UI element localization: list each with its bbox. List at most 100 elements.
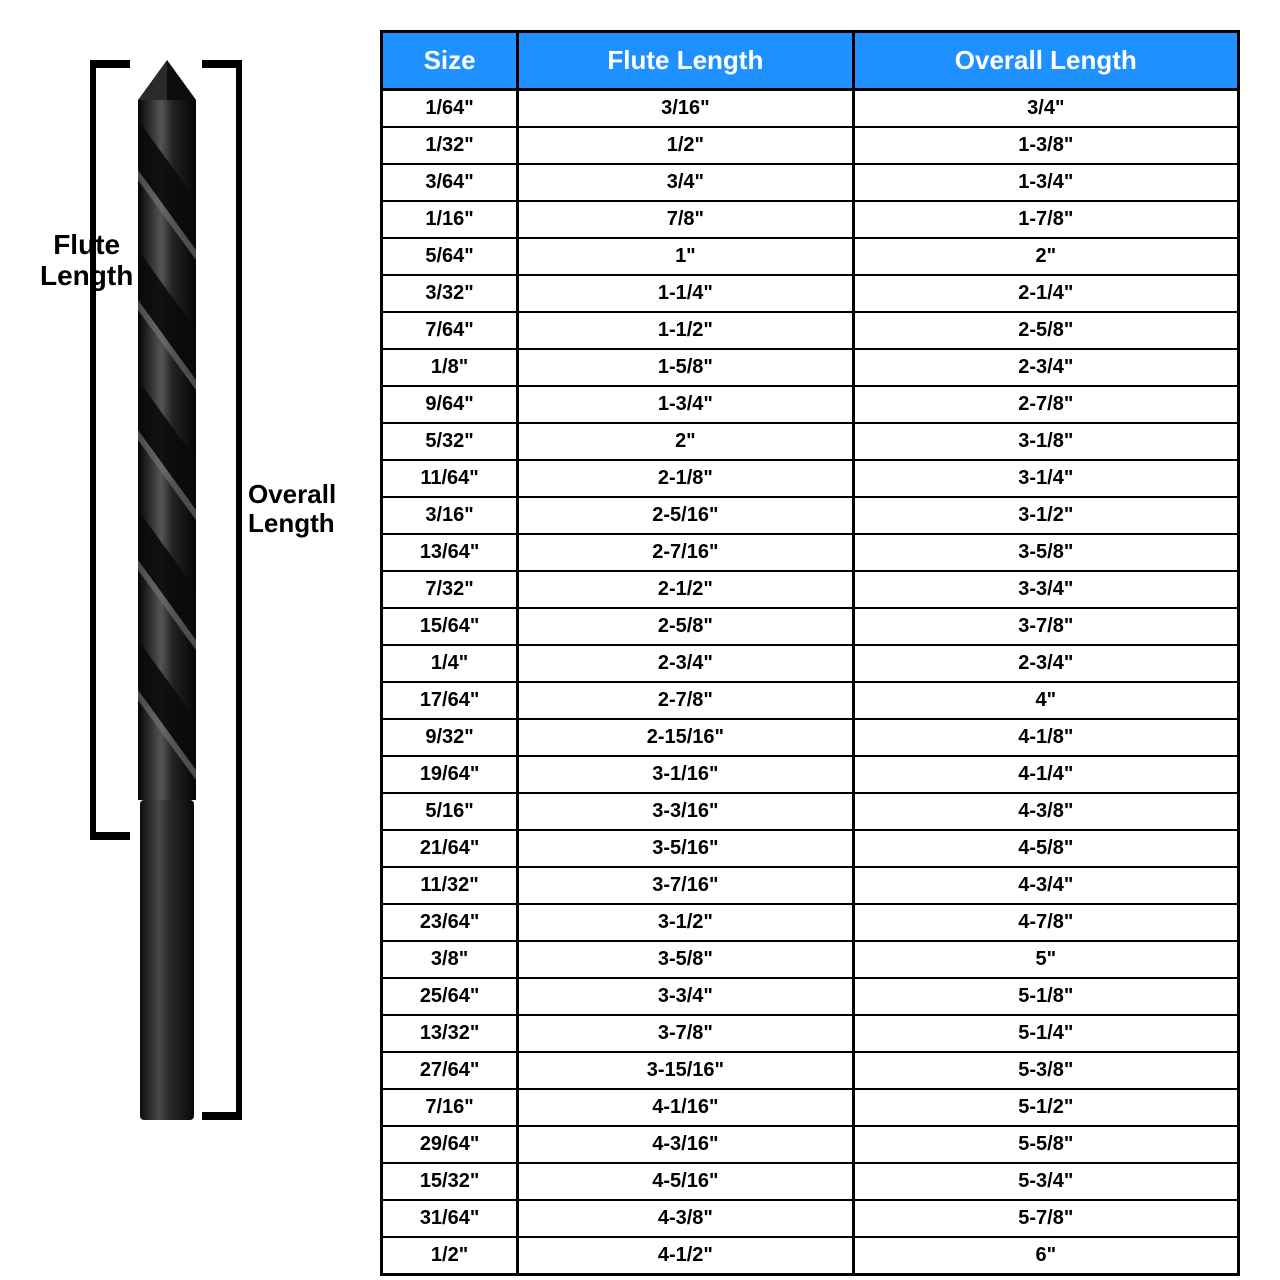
table-row: 9/64"1-3/4"2-7/8" [382, 386, 1239, 423]
table-cell: 3-1/2" [853, 497, 1238, 534]
table-row: 1/64"3/16"3/4" [382, 90, 1239, 128]
size-table-container: Size Flute Length Overall Length 1/64"3/… [380, 30, 1240, 1220]
table-cell: 2-5/8" [518, 608, 853, 645]
table-cell: 7/32" [382, 571, 518, 608]
table-cell: 2" [518, 423, 853, 460]
table-row: 31/64"4-3/8"5-7/8" [382, 1200, 1239, 1237]
table-cell: 3/8" [382, 941, 518, 978]
table-cell: 15/64" [382, 608, 518, 645]
table-cell: 5/32" [382, 423, 518, 460]
table-cell: 3/4" [518, 164, 853, 201]
table-cell: 13/64" [382, 534, 518, 571]
table-cell: 2-7/8" [853, 386, 1238, 423]
table-cell: 31/64" [382, 1200, 518, 1237]
table-row: 23/64"3-1/2"4-7/8" [382, 904, 1239, 941]
drill-bit-icon [128, 60, 206, 1120]
table-cell: 3-5/8" [518, 941, 853, 978]
table-cell: 21/64" [382, 830, 518, 867]
table-row: 19/64"3-1/16"4-1/4" [382, 756, 1239, 793]
table-cell: 1/32" [382, 127, 518, 164]
col-overall: Overall Length [853, 32, 1238, 90]
table-cell: 3/64" [382, 164, 518, 201]
table-cell: 3-1/4" [853, 460, 1238, 497]
table-cell: 2-3/4" [518, 645, 853, 682]
table-cell: 4-3/16" [518, 1126, 853, 1163]
table-row: 29/64"4-3/16"5-5/8" [382, 1126, 1239, 1163]
table-cell: 2-5/8" [853, 312, 1238, 349]
table-cell: 3/16" [382, 497, 518, 534]
table-cell: 1" [518, 238, 853, 275]
table-cell: 4-3/8" [518, 1200, 853, 1237]
table-row: 27/64"3-15/16"5-3/8" [382, 1052, 1239, 1089]
overall-bracket [236, 60, 242, 1120]
drill-size-table: Size Flute Length Overall Length 1/64"3/… [380, 30, 1240, 1276]
table-cell: 3-5/16" [518, 830, 853, 867]
table-cell: 5-3/8" [853, 1052, 1238, 1089]
table-cell: 5/16" [382, 793, 518, 830]
table-cell: 2-15/16" [518, 719, 853, 756]
flute-bracket [90, 60, 96, 840]
table-cell: 7/8" [518, 201, 853, 238]
col-flute: Flute Length [518, 32, 853, 90]
table-cell: 9/32" [382, 719, 518, 756]
table-cell: 4-5/8" [853, 830, 1238, 867]
table-cell: 5" [853, 941, 1238, 978]
table-row: 1/32"1/2"1-3/8" [382, 127, 1239, 164]
table-row: 13/64"2-7/16"3-5/8" [382, 534, 1239, 571]
table-cell: 1/64" [382, 90, 518, 128]
table-cell: 2-1/2" [518, 571, 853, 608]
table-row: 5/16"3-3/16"4-3/8" [382, 793, 1239, 830]
table-cell: 15/32" [382, 1163, 518, 1200]
table-cell: 2-7/8" [518, 682, 853, 719]
table-cell: 2-3/4" [853, 645, 1238, 682]
table-row: 3/64"3/4"1-3/4" [382, 164, 1239, 201]
table-cell: 1/4" [382, 645, 518, 682]
table-cell: 4-1/2" [518, 1237, 853, 1275]
table-cell: 3-1/8" [853, 423, 1238, 460]
table-cell: 4-3/4" [853, 867, 1238, 904]
table-cell: 1/2" [518, 127, 853, 164]
flute-length-label: FluteLength [40, 230, 133, 292]
table-cell: 3-7/16" [518, 867, 853, 904]
table-row: 15/32"4-5/16"5-3/4" [382, 1163, 1239, 1200]
table-header-row: Size Flute Length Overall Length [382, 32, 1239, 90]
table-cell: 2-7/16" [518, 534, 853, 571]
table-cell: 3-1/16" [518, 756, 853, 793]
table-row: 11/64"2-1/8"3-1/4" [382, 460, 1239, 497]
table-row: 17/64"2-7/8"4" [382, 682, 1239, 719]
overall-length-label: OverallLength [248, 480, 336, 537]
table-cell: 4-1/4" [853, 756, 1238, 793]
table-cell: 5-1/2" [853, 1089, 1238, 1126]
table-cell: 3/32" [382, 275, 518, 312]
table-row: 3/8"3-5/8"5" [382, 941, 1239, 978]
table-cell: 1-5/8" [518, 349, 853, 386]
table-cell: 1-1/4" [518, 275, 853, 312]
table-cell: 2-3/4" [853, 349, 1238, 386]
table-row: 5/32"2"3-1/8" [382, 423, 1239, 460]
table-row: 1/4"2-3/4"2-3/4" [382, 645, 1239, 682]
table-cell: 5-7/8" [853, 1200, 1238, 1237]
table-cell: 1/8" [382, 349, 518, 386]
table-cell: 4" [853, 682, 1238, 719]
table-row: 15/64"2-5/8"3-7/8" [382, 608, 1239, 645]
table-body: 1/64"3/16"3/4"1/32"1/2"1-3/8"3/64"3/4"1-… [382, 90, 1239, 1275]
table-cell: 2-1/4" [853, 275, 1238, 312]
table-cell: 5-1/8" [853, 978, 1238, 1015]
table-cell: 5-5/8" [853, 1126, 1238, 1163]
table-cell: 1-3/4" [518, 386, 853, 423]
table-cell: 5/64" [382, 238, 518, 275]
table-cell: 4-3/8" [853, 793, 1238, 830]
table-cell: 4-5/16" [518, 1163, 853, 1200]
table-cell: 7/64" [382, 312, 518, 349]
table-cell: 23/64" [382, 904, 518, 941]
table-row: 3/16"2-5/16"3-1/2" [382, 497, 1239, 534]
table-row: 9/32"2-15/16"4-1/8" [382, 719, 1239, 756]
table-cell: 7/16" [382, 1089, 518, 1126]
table-cell: 3-15/16" [518, 1052, 853, 1089]
table-row: 5/64"1"2" [382, 238, 1239, 275]
table-row: 1/16"7/8"1-7/8" [382, 201, 1239, 238]
table-row: 7/16"4-1/16"5-1/2" [382, 1089, 1239, 1126]
table-row: 7/32"2-1/2"3-3/4" [382, 571, 1239, 608]
table-row: 1/8"1-5/8"2-3/4" [382, 349, 1239, 386]
table-cell: 4-1/16" [518, 1089, 853, 1126]
